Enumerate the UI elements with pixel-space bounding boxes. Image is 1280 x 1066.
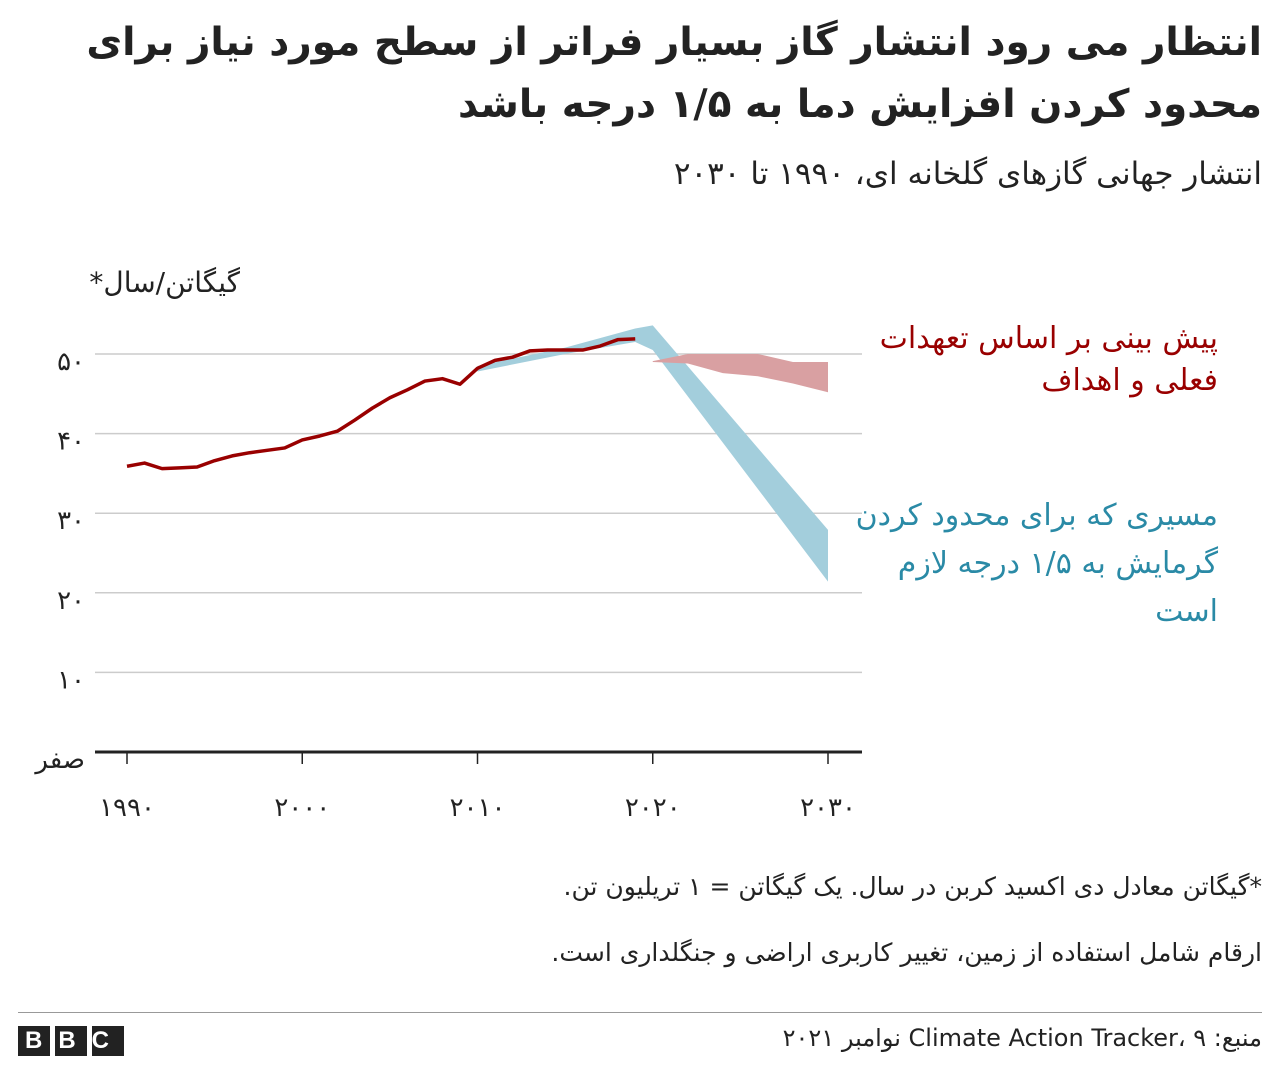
series-label: مسیری که برای محدود کردن گرمایش به ۱/۵ د… (855, 498, 1218, 629)
x-tick-label: ۲۰۰۰ (274, 793, 330, 823)
band (652, 354, 828, 393)
band (477, 325, 828, 582)
x-tick-label: ۱۹۹۰ (99, 793, 155, 823)
x-tick-label: ۲۰۳۰ (800, 793, 856, 823)
y-tick-label: صفر (33, 745, 85, 775)
footnote: *گیگاتن معادل دی اکسید کربن در سال. یک گ… (563, 872, 1263, 901)
logo-text: BBC (25, 1027, 125, 1054)
separator (18, 1012, 1262, 1013)
logo: BBC (18, 1026, 124, 1056)
series-label: پیش بینی بر اساس تعهدات فعلی و اهداف (879, 321, 1218, 398)
y-tick-label: ۳۰ (57, 506, 85, 536)
line (126, 337, 636, 471)
footnote: ارقام شامل استفاده از زمین، تغییر کاربری… (551, 938, 1262, 967)
chart-subtitle: انتشار جهانی گازهای گلخانه ای، ۱۹۹۰ تا ۲… (673, 156, 1262, 192)
y-tick-label: ۱۰ (57, 665, 85, 695)
y-tick-label: ۴۰ (57, 427, 85, 457)
source: منبع: Climate Action Tracker، ۹ نوامبر ۲… (782, 1024, 1262, 1052)
x-tick-label: ۲۰۱۰ (450, 793, 506, 823)
y-tick-label: ۵۰ (57, 347, 85, 377)
x-tick-label: ۲۰۲۰ (625, 793, 681, 823)
y-tick-label: ۲۰ (57, 586, 85, 616)
y-axis-label: گیگاتن/سال* (89, 266, 240, 299)
chart-title: انتظار می رود انتشار گاز بسیار فراتر از … (86, 20, 1262, 127)
